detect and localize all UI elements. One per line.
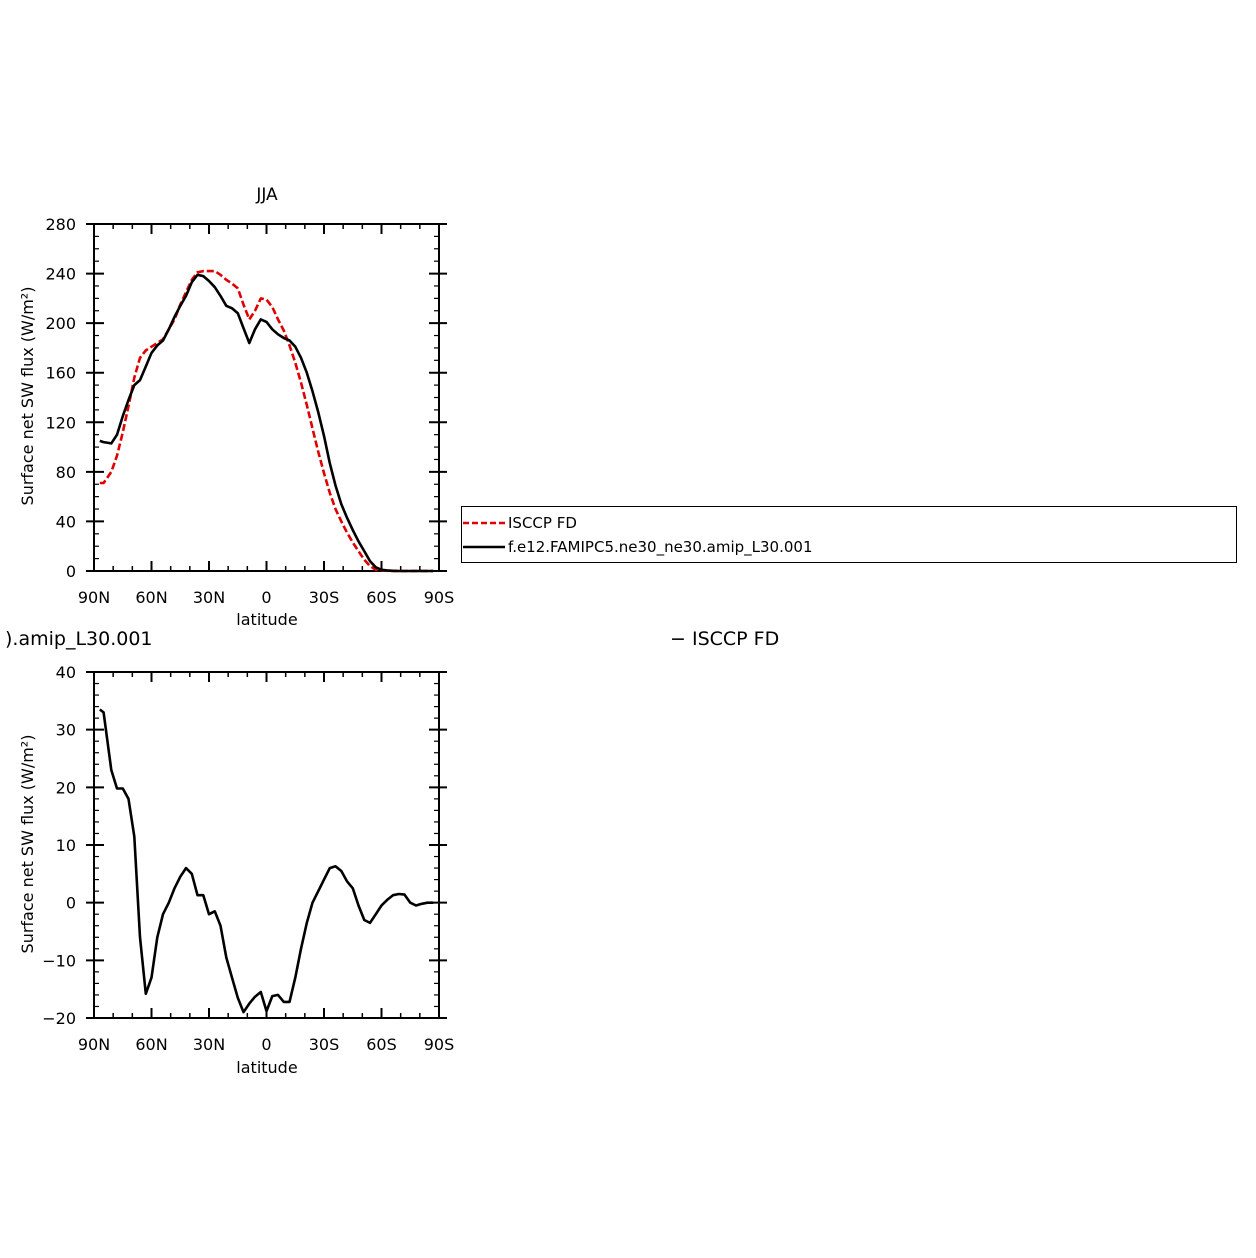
chart-top-frame xyxy=(93,223,440,572)
legend-label-model: f.e12.FAMIPC5.ne30_ne30.amip_L30.001 xyxy=(508,538,813,556)
legend-swatch-model xyxy=(463,545,505,549)
chart-top-y-tick-label: 160 xyxy=(45,364,76,383)
chart-bottom-y-tick-label: −10 xyxy=(42,951,76,970)
chart-bottom-y-tick-label: 20 xyxy=(56,778,76,797)
chart-top-x-tick-label: 60S xyxy=(366,588,397,607)
chart-bottom-x-tick-label: 60N xyxy=(135,1035,167,1054)
chart-top-title: JJA xyxy=(255,185,278,205)
chart-top-y-tick-label: 0 xyxy=(66,562,76,581)
chart-top-y-tick-label: 120 xyxy=(45,413,76,432)
chart-bottom-x-axis-label: latitude xyxy=(236,1058,297,1077)
chart-bottom-y-axis-label: Surface net SW flux (W/m²) xyxy=(18,735,37,954)
legend-label-isccp: ISCCP FD xyxy=(508,514,577,532)
chart-top-x-tick-label: 90S xyxy=(424,588,455,607)
chart-top-series-f-e12-famipc5-ne30-ne30-amip-l30-001 xyxy=(99,273,434,573)
chart-top-y-tick-label: 240 xyxy=(45,265,76,284)
chart-bottom-y-tick-label: 0 xyxy=(66,894,76,913)
chart-top-series-isccp-fd xyxy=(99,269,434,573)
chart-bottom-x-tick-label: 30S xyxy=(309,1035,340,1054)
chart-top-y-tick-label: 200 xyxy=(45,314,76,333)
chart-bottom-x-tick-label: 90S xyxy=(424,1035,455,1054)
chart-top-x-tick-label: 60N xyxy=(135,588,167,607)
chart-bottom-y-tick-label: 30 xyxy=(56,721,76,740)
chart-top-y-tick-label: 80 xyxy=(56,463,76,482)
chart-bottom-title: ).amip_L30.001 xyxy=(5,628,153,650)
chart-top-x-tick-label: 30S xyxy=(309,588,340,607)
chart-top-y-axis-label: Surface net SW flux (W/m²) xyxy=(18,287,37,506)
chart-bottom-y-tick-label: −20 xyxy=(42,1009,76,1028)
chart-bottom-x-tick-label: 90N xyxy=(78,1035,110,1054)
legend-swatch-isccp xyxy=(463,521,505,525)
chart-bottom-x-tick-label: 60S xyxy=(366,1035,397,1054)
chart-top-y-tick-label: 40 xyxy=(56,512,76,531)
chart-top-x-tick-label: 90N xyxy=(78,588,110,607)
chart-bottom-plot-area: 90N 60N 30N 0 30S 60S 90S −20 −10 0 10 20 30 40 xyxy=(42,663,454,1054)
chart-top-y-tick-label: 280 xyxy=(45,215,76,234)
chart-top: JJA 90N 60N 30N 0 30S 60S 90S 0 40 80 120 160 200 240… xyxy=(18,185,454,629)
chart-bottom-frame xyxy=(93,671,440,1019)
chart-top-x-tick-label: 30N xyxy=(193,588,225,607)
chart-bottom-series-difference xyxy=(99,708,434,1014)
chart-bottom-y-tick-label: 40 xyxy=(56,663,76,682)
chart-top-x-tick-label: 0 xyxy=(261,588,271,607)
chart-bottom-y-tick-label: 10 xyxy=(56,836,76,855)
legend-item-model: f.e12.FAMIPC5.ne30_ne30.amip_L30.001 xyxy=(462,537,813,557)
chart-bottom-x-tick-label: 30N xyxy=(193,1035,225,1054)
chart-top-plot-area: 90N 60N 30N 0 30S 60S 90S 0 40 80 120 160 200 240 280 xyxy=(45,215,454,607)
chart-bottom-title-right: − ISCCP FD xyxy=(670,628,779,650)
chart-top-x-axis-label: latitude xyxy=(236,610,297,629)
chart-bottom: ).amip_L30.001 − ISCCP FD 90N 60N 30N 0 30S 6… xyxy=(5,628,779,1077)
chart-bottom-x-tick-label: 0 xyxy=(261,1035,271,1054)
legend: ISCCP FD f.e12.FAMIPC5.ne30_ne30.amip_L3… xyxy=(461,506,1237,563)
legend-item-isccp: ISCCP FD xyxy=(462,513,577,533)
